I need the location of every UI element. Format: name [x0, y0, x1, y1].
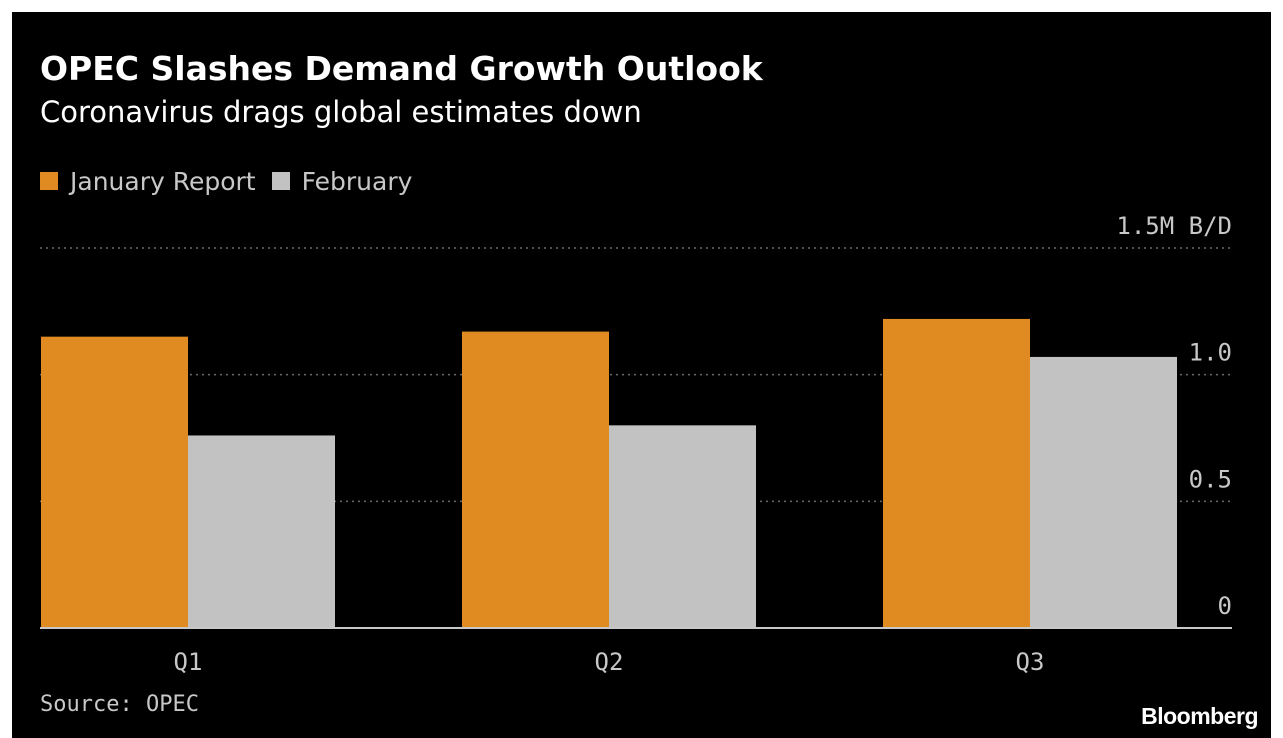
- source-note: Source: OPEC: [40, 692, 199, 717]
- x-tick-label: Q2: [595, 648, 624, 676]
- bar-february-q1: [188, 435, 335, 628]
- bar-february-q2: [609, 425, 756, 628]
- legend-label-january: January Report: [70, 166, 256, 196]
- y-tick-label: 1.0: [1189, 339, 1232, 367]
- bar-february-q3: [1030, 356, 1177, 628]
- y-tick-label: 0: [1218, 592, 1232, 620]
- legend-swatch-february: [271, 172, 290, 190]
- y-tick-label: 0.5: [1189, 465, 1232, 493]
- x-tick-label: Q3: [1016, 648, 1045, 676]
- legend-label-february: February: [301, 166, 413, 196]
- legend-item-february: February: [271, 166, 413, 196]
- brand-logo: Bloomberg: [1141, 703, 1258, 729]
- legend-item-january: January Report: [40, 167, 256, 196]
- x-tick-label: Q1: [174, 648, 203, 676]
- bar-january-report-q2: [462, 331, 609, 628]
- bar-january-report-q1: [41, 336, 188, 628]
- chart-legend: January Report February: [40, 166, 428, 196]
- chart-subtitle: Coronavirus drags global estimates down: [40, 95, 642, 129]
- bar-january-report-q3: [883, 318, 1030, 628]
- y-tick-label: 1.5M B/D: [1116, 212, 1232, 240]
- legend-swatch-january: [40, 172, 58, 190]
- chart-title: OPEC Slashes Demand Growth Outlook: [40, 49, 763, 88]
